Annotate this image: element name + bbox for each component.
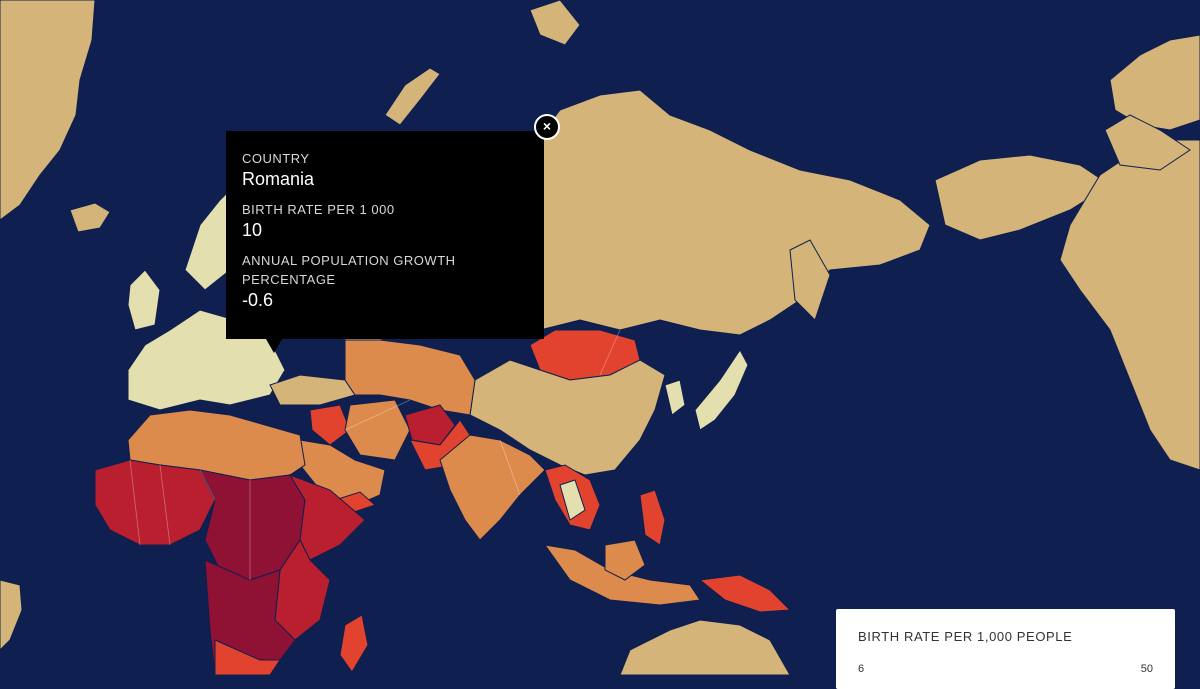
map-legend: BIRTH RATE PER 1,000 PEOPLE 6 50: [836, 609, 1175, 689]
legend-min: 6: [858, 663, 865, 675]
central-asia[interactable]: [344, 339, 476, 416]
arctic-island[interactable]: [529, 0, 581, 46]
close-tooltip-button[interactable]: ×: [534, 114, 560, 140]
novaya-zemlya[interactable]: [384, 67, 441, 126]
iraq[interactable]: [309, 404, 351, 446]
tooltip-pointer: [266, 339, 282, 353]
growth-label: ANNUAL POPULATION GROWTH PERCENTAGE: [242, 253, 456, 287]
iran[interactable]: [344, 399, 411, 461]
growth-value: -0.6: [242, 290, 274, 310]
papua-new-guinea[interactable]: [698, 574, 792, 613]
philippines[interactable]: [639, 489, 666, 546]
legend-max: 50: [1140, 663, 1153, 675]
canada-arctic-islands[interactable]: [1109, 34, 1200, 131]
birth-rate-value: 10: [242, 220, 263, 240]
arctic-islands-2[interactable]: [1104, 114, 1191, 171]
united-kingdom[interactable]: [127, 269, 161, 331]
madagascar[interactable]: [339, 614, 369, 673]
west-africa[interactable]: [94, 459, 216, 546]
horn-of-africa[interactable]: [288, 474, 366, 561]
india[interactable]: [439, 434, 546, 541]
china[interactable]: [469, 359, 666, 476]
australia[interactable]: [619, 619, 791, 675]
country-value: Romania: [242, 169, 315, 189]
borneo[interactable]: [604, 539, 646, 581]
korea[interactable]: [664, 379, 686, 416]
country-label: COUNTRY: [242, 151, 310, 166]
kamchatka[interactable]: [789, 239, 831, 321]
greenland[interactable]: [0, 0, 96, 221]
south-america-edge[interactable]: [0, 579, 23, 651]
country-tooltip: COUNTRY Romania BIRTH RATE PER 1 000 10 …: [226, 131, 544, 353]
world-map[interactable]: [0, 0, 1200, 675]
thailand[interactable]: [559, 479, 586, 521]
country-borders: [129, 329, 621, 580]
iceland[interactable]: [69, 202, 111, 233]
legend-title: BIRTH RATE PER 1,000 PEOPLE: [858, 629, 1073, 644]
arabia[interactable]: [299, 439, 386, 511]
south-africa[interactable]: [214, 639, 281, 675]
birth-rate-label: BIRTH RATE PER 1 000: [242, 202, 395, 217]
japan[interactable]: [694, 349, 749, 431]
